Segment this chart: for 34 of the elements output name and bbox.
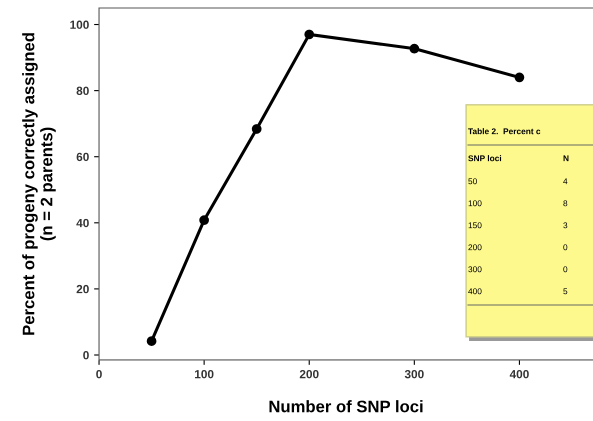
y-tick-label: 0	[83, 351, 89, 360]
y-tick-label: 100	[70, 20, 89, 29]
annotation: 0	[563, 266, 568, 272]
x-tick-label: 100	[195, 370, 214, 378]
annotation: N	[564, 155, 568, 162]
point	[514, 72, 524, 82]
y-axis-title: Percent of progeny correctly assigned (n = 2 parents)	[22, 33, 56, 335]
y-tick-label: 20	[76, 284, 89, 294]
annotation: 8	[563, 200, 568, 206]
point	[146, 336, 156, 346]
y-tick-label: 60	[76, 152, 89, 162]
point	[199, 215, 209, 226]
annotation: SNP loci	[468, 155, 502, 162]
y-tick-label: 80	[76, 86, 89, 96]
annotation: 50	[468, 178, 477, 184]
annotation: 0	[563, 244, 568, 250]
annotation: 3	[563, 222, 568, 228]
annotation: 300	[468, 266, 482, 272]
x-axis-title: Number of SNP loci	[269, 400, 422, 412]
annotation: Table 2. Percent c	[468, 128, 540, 134]
annotation: 200	[468, 244, 482, 250]
point	[409, 44, 420, 54]
annotation: 4	[563, 178, 568, 184]
point	[304, 30, 314, 40]
x-tick-label: 300	[404, 370, 424, 378]
annotation: 150	[468, 222, 482, 228]
x-tick-label: 0	[96, 370, 102, 378]
x-tick-label: 200	[300, 370, 319, 378]
annotation: 400	[468, 288, 482, 294]
annotation: 5	[563, 288, 568, 294]
annotation: 100	[468, 200, 482, 206]
y-tick-label: 40	[76, 218, 89, 228]
point	[252, 124, 262, 134]
x-tick-label: 400	[510, 370, 529, 378]
